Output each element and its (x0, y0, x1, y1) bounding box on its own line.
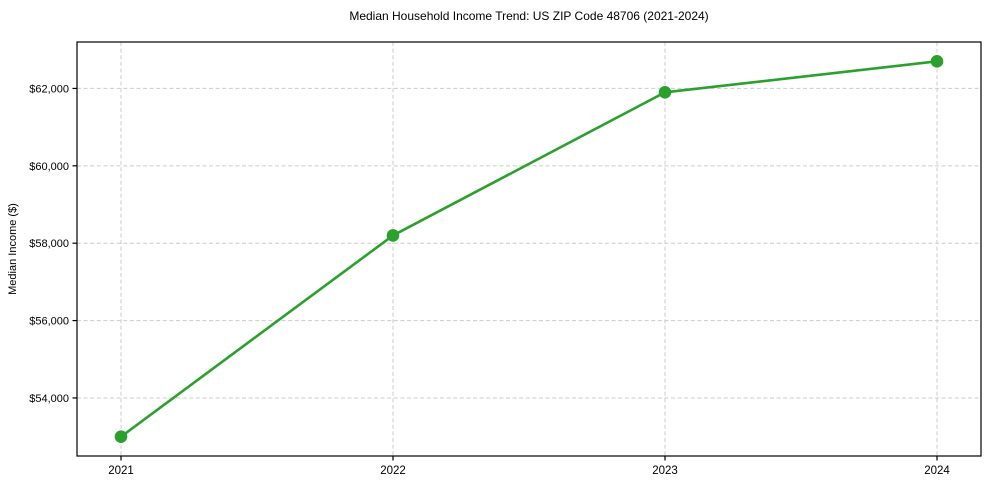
x-tick-label: 2021 (108, 465, 134, 477)
x-tick-label: 2023 (652, 465, 678, 477)
y-tick-label: $54,000 (29, 393, 69, 405)
x-tick-label: 2022 (380, 465, 406, 477)
data-line (120, 60, 938, 438)
y-tick-label: $62,000 (29, 83, 69, 95)
y-axis: $54,000 $56,000 $58,000 $60,000 $62,000 (29, 83, 77, 405)
plot-border (76, 41, 982, 457)
data-point (658, 85, 672, 99)
data-point (114, 430, 128, 443)
x-axis: 2021 2022 2023 2024 (108, 456, 950, 477)
gridlines (77, 42, 981, 456)
y-tick-label: $60,000 (29, 161, 69, 173)
y-tick-label: $58,000 (29, 238, 69, 250)
data-point (930, 55, 944, 68)
chart-title: Median Household Income Trend: US ZIP Co… (349, 9, 709, 23)
y-axis-title: Median Income ($) (7, 203, 19, 295)
y-tick-label: $56,000 (29, 316, 69, 328)
x-tick-label: 2024 (924, 465, 950, 477)
data-point (386, 229, 400, 242)
